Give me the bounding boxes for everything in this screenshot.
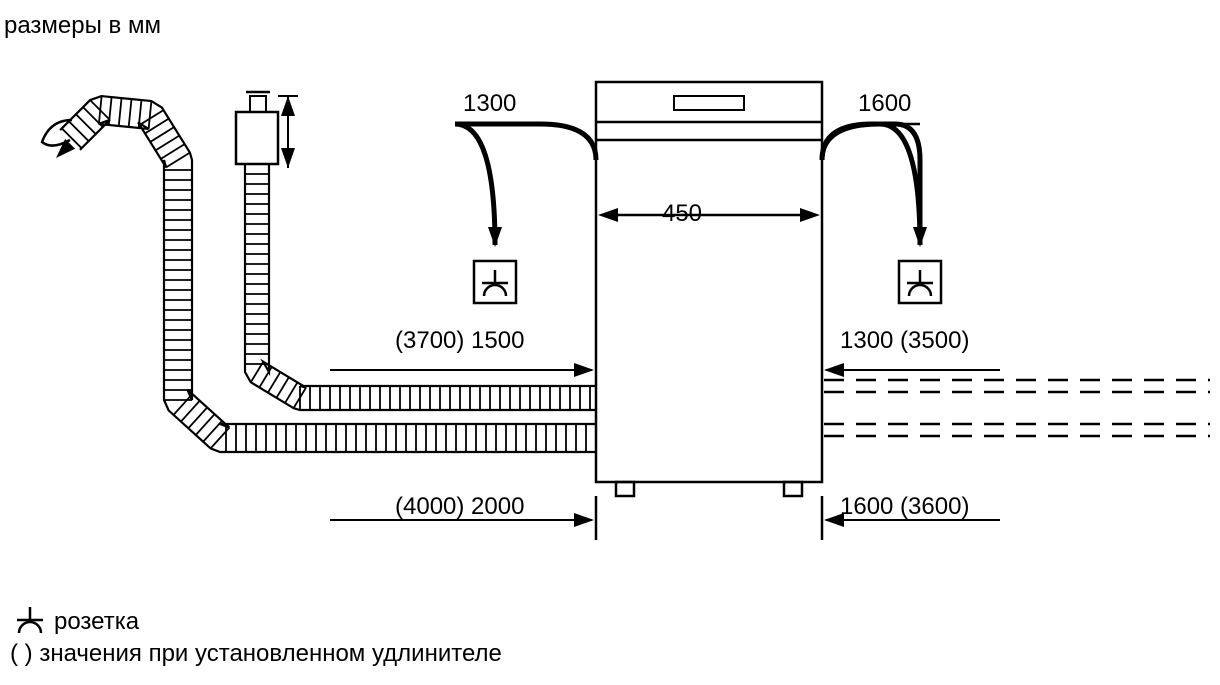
diagram-stage: размеры в мм 1300 1600 450 (3700) 1500 1… (0, 0, 1220, 685)
diagram-svg (0, 0, 1220, 685)
